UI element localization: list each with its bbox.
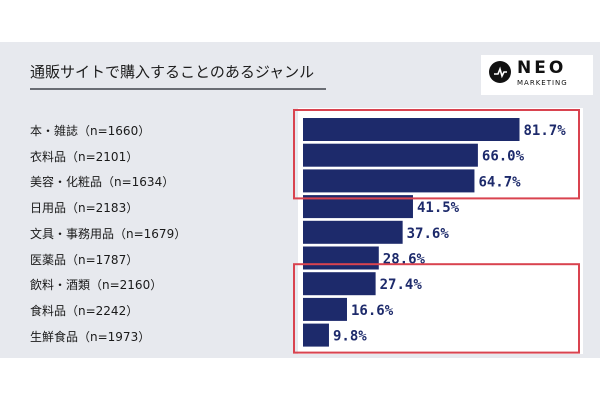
bar xyxy=(303,143,478,167)
bar xyxy=(303,272,376,296)
bar xyxy=(303,323,329,347)
bar xyxy=(303,118,520,141)
category-label: 美容・化粧品（n=1634） xyxy=(30,175,175,190)
category-label: 生鮮食品（n=1973） xyxy=(30,329,151,344)
pulse-circle-icon xyxy=(489,61,511,83)
category-label: 飲料・酒類（n=2160） xyxy=(30,278,163,293)
category-label: 本・雑誌（n=1660） xyxy=(30,124,151,138)
value-label: 16.6% xyxy=(351,303,394,319)
value-label: 64.7% xyxy=(478,174,521,190)
logo-tagline: MARKETING xyxy=(517,79,568,87)
bar xyxy=(303,169,475,193)
value-label: 41.5% xyxy=(417,200,460,216)
value-label: 66.0% xyxy=(482,149,525,165)
title-underline xyxy=(30,88,326,90)
bar xyxy=(303,246,379,270)
highlight-box xyxy=(293,263,580,354)
category-label: 衣料品（n=2101） xyxy=(30,149,139,164)
value-label: 81.7% xyxy=(524,123,567,139)
bar xyxy=(303,195,413,219)
highlight-box xyxy=(293,109,580,200)
category-label: 医薬品（n=1787） xyxy=(30,252,139,267)
bar xyxy=(303,220,403,244)
value-label: 9.8% xyxy=(333,329,367,345)
category-label: 文具・事務用品（n=1679） xyxy=(30,226,187,241)
category-label: 食料品（n=2242） xyxy=(30,303,139,318)
logo-wordmark: NEO xyxy=(517,58,567,78)
value-label: 37.6% xyxy=(407,226,450,242)
bar xyxy=(303,297,347,321)
chart-title: 通販サイトで購入することのあるジャンル xyxy=(30,63,315,81)
category-label: 日用品（n=2183） xyxy=(30,201,139,216)
brand-logo: NEO MARKETING xyxy=(481,55,593,95)
value-label: 27.4% xyxy=(380,277,423,293)
